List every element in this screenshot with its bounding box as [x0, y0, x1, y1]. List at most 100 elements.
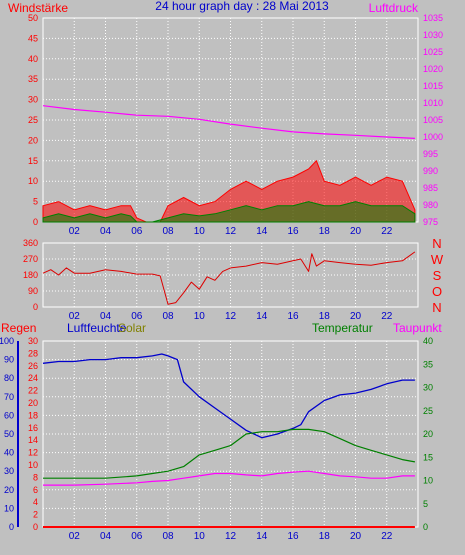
wind-x-tick-label: 12: [225, 226, 237, 237]
wind-x-tick-label: 20: [350, 226, 362, 237]
wind-x-tick-label: 06: [131, 226, 143, 237]
dewpoint-axis-title: Taupunkt: [393, 321, 442, 335]
pressure-y-tick-label: 995: [423, 149, 438, 159]
direction-y-tick-label: 270: [23, 254, 38, 264]
wind-y-tick-label: 25: [28, 115, 38, 125]
rain-y-tick-label: 14: [28, 435, 38, 445]
rain-y-tick-label: 30: [28, 336, 38, 346]
direction-x-tick-label: 10: [194, 311, 206, 322]
wind-x-tick-label: 18: [319, 226, 331, 237]
humidity-y-tick-label: 50: [4, 429, 14, 439]
temperature-series: [43, 428, 416, 479]
compass-letter-n: N: [432, 236, 441, 251]
temperature-y-tick-label: 0: [423, 522, 428, 532]
wind-average-series: [42, 201, 416, 223]
wind-y-tick-label: 5: [33, 197, 38, 207]
pressure-y-tick-label: 975: [423, 217, 438, 227]
pressure-axis-title: Luftdruck: [369, 1, 419, 15]
humidity-y-tick-label: 80: [4, 373, 14, 383]
temperature-y-tick-label: 5: [423, 499, 428, 509]
pressure-y-tick-label: 1025: [423, 47, 443, 57]
direction-x-tick-label: 04: [100, 311, 112, 322]
chart-layer: 02 04 06 08 10 12 14 16 18 20 22051015202530354045…: [0, 13, 444, 542]
rain-y-tick-label: 20: [28, 398, 38, 408]
pressure-y-tick-label: 1005: [423, 115, 443, 125]
pressure-y-tick-label: 1010: [423, 98, 443, 108]
humidity-y-tick-label: 10: [4, 503, 14, 513]
humidity-axis-title: Luftfeuchte: [67, 321, 127, 335]
climate-x-tick-label: 02: [69, 531, 81, 542]
temperature-y-tick-label: 15: [423, 452, 433, 462]
rain-y-tick-label: 2: [33, 510, 38, 520]
pressure-y-tick-label: 1020: [423, 64, 443, 74]
rain-y-tick-label: 26: [28, 361, 38, 371]
humidity-y-tick-label: 90: [4, 355, 14, 365]
wind-y-tick-label: 35: [28, 74, 38, 84]
climate-x-tick-label: 18: [319, 531, 331, 542]
temperature-y-tick-label: 35: [423, 359, 433, 369]
wind-axis-title: Windstärke: [8, 1, 68, 15]
humidity-y-tick-label: 20: [4, 485, 14, 495]
direction-x-tick-label: 16: [287, 311, 299, 322]
rain-y-tick-label: 12: [28, 448, 38, 458]
direction-x-tick-label: 22: [381, 311, 393, 322]
solar-series-label: Solar: [118, 321, 146, 335]
direction-x-tick-label: 06: [131, 311, 143, 322]
direction-y-tick-label: 180: [23, 270, 38, 280]
climate-x-tick-label: 10: [194, 531, 206, 542]
dewpoint-series: [43, 470, 415, 486]
pressure-y-tick-label: 985: [423, 183, 438, 193]
humidity-series: [42, 353, 415, 439]
chart-title: 24 hour graph day : 28 Mai 2013: [155, 0, 329, 13]
pressure-y-tick-label: 1030: [423, 30, 443, 40]
rain-y-tick-label: 16: [28, 423, 38, 433]
wind-y-tick-label: 0: [33, 217, 38, 227]
rain-y-tick-label: 22: [28, 386, 38, 396]
wind-y-tick-label: 45: [28, 33, 38, 43]
wind-x-tick-label: 04: [100, 226, 112, 237]
climate-x-tick-label: 04: [100, 531, 112, 542]
wind-y-tick-label: 15: [28, 156, 38, 166]
humidity-y-tick-label: 60: [4, 410, 14, 420]
temperature-axis-title: Temperatur: [312, 321, 373, 335]
rain-y-tick-label: 28: [28, 348, 38, 358]
temperature-y-tick-label: 25: [423, 406, 433, 416]
wind-x-tick-label: 08: [162, 226, 174, 237]
rain-y-tick-label: 4: [33, 497, 38, 507]
direction-x-tick-label: 12: [225, 311, 237, 322]
wind-x-tick-label: 14: [256, 226, 268, 237]
rain-y-tick-label: 6: [33, 485, 38, 495]
direction-y-tick-label: 360: [23, 238, 38, 248]
rain-y-tick-label: 10: [28, 460, 38, 470]
compass-letter-w: W: [431, 252, 444, 267]
climate-x-tick-label: 14: [256, 531, 268, 542]
wind-y-tick-label: 20: [28, 135, 38, 145]
climate-x-tick-label: 12: [225, 531, 237, 542]
direction-x-tick-label: 02: [69, 311, 81, 322]
wind-direction-series: [42, 251, 416, 305]
direction-x-tick-label: 14: [256, 311, 268, 322]
humidity-y-tick-label: 0: [9, 522, 14, 532]
temperature-y-tick-label: 20: [423, 429, 433, 439]
climate-x-tick-label: 16: [287, 531, 299, 542]
rain-y-tick-label: 8: [33, 472, 38, 482]
temperature-y-tick-label: 30: [423, 383, 433, 393]
climate-x-tick-label: 06: [131, 531, 143, 542]
temperature-y-tick-label: 10: [423, 476, 433, 486]
wind-y-tick-label: 30: [28, 95, 38, 105]
compass-letter-o: O: [432, 284, 442, 299]
compass-letter-n: N: [432, 300, 441, 315]
direction-x-tick-label: 08: [162, 311, 174, 322]
wind-x-tick-label: 16: [287, 226, 299, 237]
climate-x-tick-label: 22: [381, 531, 393, 542]
temperature-y-tick-label: 40: [423, 336, 433, 346]
direction-y-tick-label: 90: [28, 286, 38, 296]
wind-x-tick-label: 02: [69, 226, 81, 237]
humidity-y-tick-label: 30: [4, 466, 14, 476]
pressure-y-tick-label: 990: [423, 166, 438, 176]
wind-y-tick-label: 10: [28, 176, 38, 186]
wind-y-tick-label: 40: [28, 54, 38, 64]
pressure-y-tick-label: 980: [423, 200, 438, 210]
humidity-y-tick-label: 100: [0, 336, 14, 346]
